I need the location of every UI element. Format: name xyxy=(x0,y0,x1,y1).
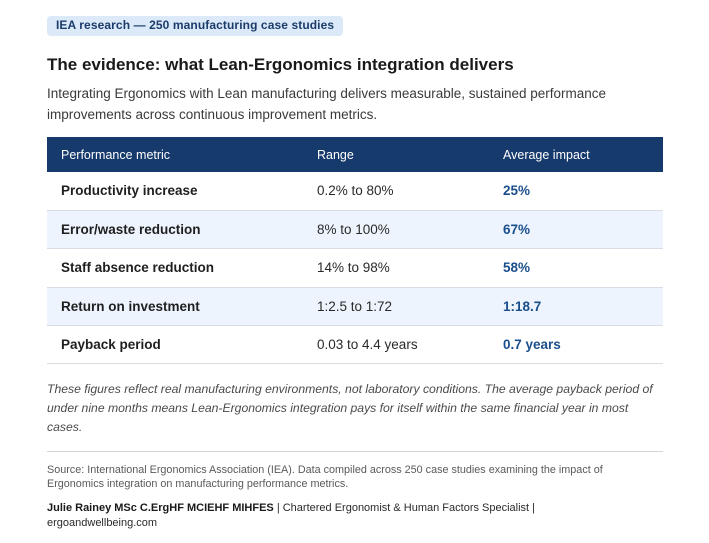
author-website: ergoandwellbeing.com xyxy=(47,517,158,530)
table-row: Productivity increase 0.2% to 80% 25% xyxy=(47,172,663,211)
impact-cell: 67% xyxy=(489,210,663,250)
impact-cell: 25% xyxy=(489,172,663,211)
table-body: Productivity increase 0.2% to 80% 25% Er… xyxy=(47,172,663,365)
range-cell: 14% to 98% xyxy=(303,248,489,288)
page-title: The evidence: what Lean-Ergonomics integ… xyxy=(47,55,514,74)
research-badge: IEA research — 250 manufacturing case st… xyxy=(47,16,344,36)
header-performance-metric: Performance metric xyxy=(47,137,303,172)
context-note: These figures reflect real manufacturing… xyxy=(47,382,653,435)
range-cell: 1:2.5 to 1:72 xyxy=(303,287,489,327)
header-average-impact: Average impact xyxy=(489,137,663,172)
table-header: Performance metric Range Average impact xyxy=(47,137,663,172)
table-row: Error/waste reduction 8% to 100% 67% xyxy=(47,210,663,250)
source-citation: Source: International Ergonomics Associa… xyxy=(47,464,603,491)
range-cell: 0.2% to 80% xyxy=(303,172,489,211)
metric-cell: Error/waste reduction xyxy=(47,210,303,250)
metrics-table: Performance metric Range Average impact … xyxy=(47,137,663,365)
impact-cell: 1:18.7 xyxy=(489,287,663,327)
metric-cell: Staff absence reduction xyxy=(47,248,303,288)
impact-cell: 0.7 years xyxy=(489,325,663,365)
range-cell: 0.03 to 4.4 years xyxy=(303,325,489,365)
author-name: Julie Rainey MSc C.ErgHF MCIEHF MIHFES xyxy=(47,502,274,515)
table-row: Staff absence reduction 14% to 98% 58% xyxy=(47,248,663,288)
table-row: Return on investment 1:2.5 to 1:72 1:18.… xyxy=(47,287,663,327)
evidence-card: IEA research — 250 manufacturing case st… xyxy=(47,16,663,531)
intro-text: Integrating Ergonomics with Lean manufac… xyxy=(47,86,607,122)
metric-cell: Return on investment xyxy=(47,287,303,327)
divider xyxy=(47,451,663,453)
range-cell: 8% to 100% xyxy=(303,210,489,250)
impact-cell: 58% xyxy=(489,248,663,288)
author-role: | Chartered Ergonomist & Human Factors S… xyxy=(273,502,536,515)
metric-cell: Productivity increase xyxy=(47,172,303,211)
header-range: Range xyxy=(303,137,489,172)
table-row: Payback period 0.03 to 4.4 years 0.7 yea… xyxy=(47,325,663,365)
metric-cell: Payback period xyxy=(47,325,303,365)
table-header-row: Performance metric Range Average impact xyxy=(47,137,663,172)
author-credit: Julie Rainey MSc C.ErgHF MCIEHF MIHFES |… xyxy=(47,501,587,531)
